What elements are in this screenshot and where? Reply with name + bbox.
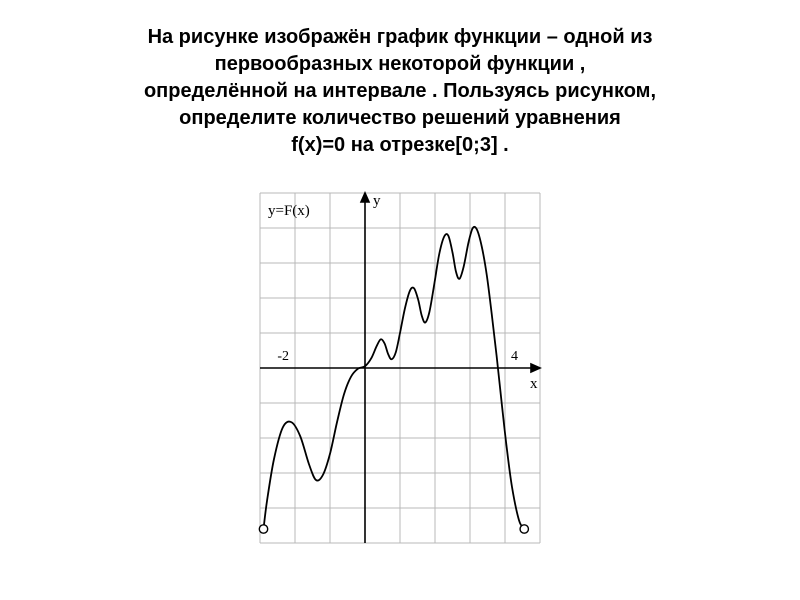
title-line-4: определите количество решений уравнения xyxy=(50,105,750,132)
title-line-1: На рисунке изображён график функции – од… xyxy=(50,24,750,51)
svg-text:y=F(x): y=F(x) xyxy=(268,203,310,219)
function-graph: y=F(x) y x -2 4 xyxy=(254,187,546,549)
title-line-2: первообразных некоторой функции , xyxy=(50,51,750,78)
svg-text:y: y xyxy=(373,193,381,209)
problem-title: На рисунке изображён график функции – од… xyxy=(0,24,800,159)
page: На рисунке изображён график функции – од… xyxy=(0,0,800,600)
svg-text:4: 4 xyxy=(511,349,518,364)
title-line-3: определённой на интервале . Пользуясь ри… xyxy=(50,78,750,105)
chart-container: y=F(x) y x -2 4 xyxy=(0,187,800,549)
svg-text:x: x xyxy=(530,376,538,392)
svg-text:-2: -2 xyxy=(277,349,289,364)
title-line-5: f(x)=0 на отрезке[0;3] . xyxy=(50,132,750,159)
